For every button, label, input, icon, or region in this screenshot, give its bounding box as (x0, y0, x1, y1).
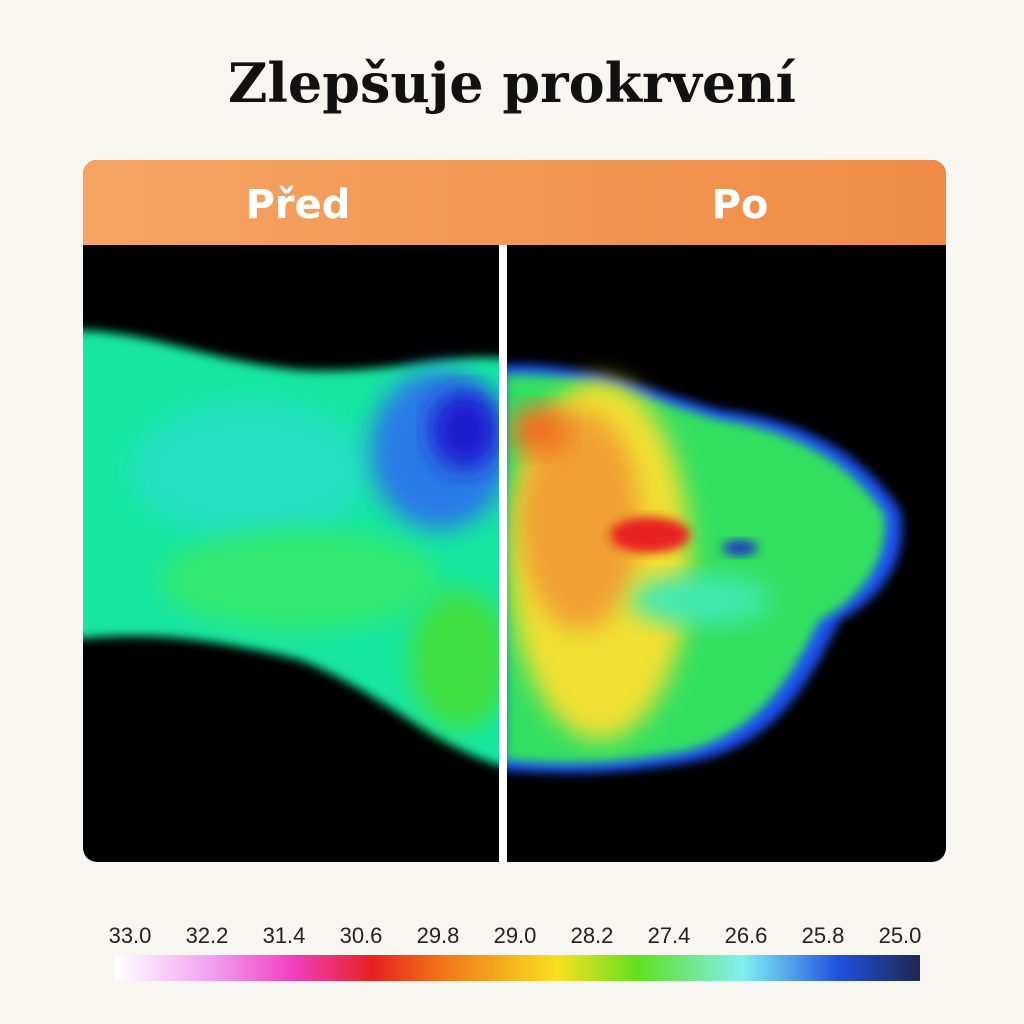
scale-label: 25.8 (802, 923, 845, 948)
scale-label: 30.6 (340, 923, 383, 948)
thermal-after (507, 364, 902, 773)
scale-label: 26.6 (725, 923, 768, 948)
comparison-panel (83, 160, 946, 862)
scale-label: 32.2 (186, 923, 229, 948)
scale-label: 25.0 (879, 923, 922, 948)
divider (499, 245, 507, 862)
title: Zlepšuje prokrvení (228, 51, 796, 115)
scale-label: 31.4 (263, 923, 306, 948)
scale-labels: 33.0 32.2 31.4 30.6 29.8 29.0 28.2 27.4 26.6 25.8… (109, 923, 922, 948)
thermal-before (83, 330, 499, 770)
color-scale-bar (115, 955, 920, 981)
header-bar (83, 160, 946, 245)
panel-label: Před (246, 182, 351, 228)
scale-label: 28.2 (571, 923, 614, 948)
scale-label: 29.0 (494, 923, 537, 948)
scale-label: 33.0 (109, 923, 152, 948)
panel-label: Po (712, 182, 769, 228)
scale-label: 27.4 (648, 923, 691, 948)
scale-label: 29.8 (417, 923, 460, 948)
